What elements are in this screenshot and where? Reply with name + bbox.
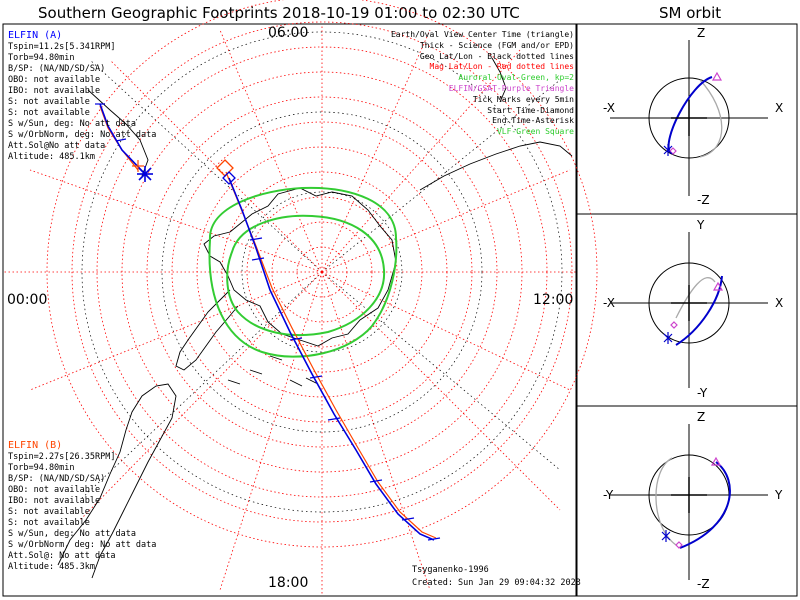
- elfin-a-name: ELFIN (A): [8, 30, 63, 41]
- legend-item: Start Time-Diamond: [487, 105, 574, 115]
- track-ticks: [95, 103, 441, 541]
- orbit-3-axis-left: -Y: [603, 488, 614, 502]
- orbit-1-axis-right: X: [775, 101, 784, 115]
- orbit-panel-2: [610, 232, 768, 388]
- end-asterisk-b: [132, 160, 144, 172]
- elfin-b-line: Torb=94.80min: [8, 463, 75, 473]
- elfin-a-track: [99, 103, 435, 541]
- legend-item: End Time-Asterisk: [492, 116, 574, 126]
- elfin-a-line: IBO: not available: [8, 86, 101, 96]
- orbit-1-axis-top: Z: [697, 26, 706, 40]
- mlt-label-top: 06:00: [268, 25, 309, 41]
- elfin-b-name: ELFIN (B): [8, 440, 63, 451]
- legend-item: Tick Marks every 5min: [472, 94, 574, 104]
- legend-item: Geo Lat/Lon - Black dotted lines: [419, 51, 574, 61]
- elfin-a-line: Altitude: 485.1km: [8, 152, 95, 162]
- orbit-2-axis-top: Y: [697, 218, 705, 232]
- orbit-panel-frame-3: [576, 405, 798, 597]
- new-zealand-coast: [491, 57, 507, 103]
- orbit-title: SM orbit: [659, 4, 722, 22]
- orbit-2-axis-left: -X: [603, 296, 615, 310]
- coastlines: [57, 57, 573, 579]
- map-legend: Earth/Oval View Center Time (triangle) T…: [391, 30, 574, 138]
- auroral-oval-outer: [208, 186, 398, 358]
- elfin-b-line: S: not available: [8, 518, 90, 528]
- elfin-a-info: ELFIN (A) Tspin=11.2s[5.341RPM] Torb=94.…: [8, 30, 156, 163]
- elfin-b-line: S w/Sun, deg: No att data: [8, 529, 136, 539]
- orbit-panel-frame-1: [576, 23, 798, 215]
- elfin-b-line: Tspin=2.27s[26.35RPM]: [8, 452, 116, 462]
- elfin-a-line: S w/OrbNorm, deg: No att data: [8, 130, 157, 140]
- orbit-2-axis-right: X: [775, 296, 784, 310]
- elfin-a-line: S: not available: [8, 97, 90, 107]
- elfin-a-line: Torb=94.80min: [8, 53, 75, 63]
- mag-grid: [3, 0, 598, 596]
- legend-item: ELFIN/GSAT-Purple Triangle: [448, 83, 574, 93]
- orbit-panel-1: [610, 40, 768, 196]
- orbit-3-axis-top: Z: [697, 410, 706, 424]
- auroral-oval-inner: [226, 214, 386, 337]
- orbit-1-axis-left: -X: [603, 101, 615, 115]
- mlt-label-left: 00:00: [7, 292, 48, 308]
- auroral-ovals: [208, 186, 398, 358]
- elfin-a-line: S: not available: [8, 108, 90, 118]
- elfin-b-info: ELFIN (B) Tspin=2.27s[26.35RPM] Torb=94.…: [8, 440, 156, 573]
- elfin-b-line: OBO: not available: [8, 485, 101, 495]
- antarctic-peninsula: [175, 289, 239, 371]
- elfin-b-line: S: not available: [8, 507, 90, 517]
- orbit-2-axis-bottom: -Y: [697, 386, 708, 400]
- elfin-b-line: B/SP: (NA/ND/SD/SA): [8, 474, 106, 484]
- orbit-panel-3: [610, 424, 768, 580]
- mlt-label-right: 12:00: [533, 292, 574, 308]
- start-diamond-a: [222, 171, 236, 185]
- legend-item: VLF-Green Square: [496, 127, 574, 137]
- orbit-3-axis-right: Y: [775, 488, 783, 502]
- islands: [227, 355, 319, 387]
- legend-item: Auroral Oval-Green, kp=2: [458, 73, 574, 83]
- elfin-b-line: Att.Sol@: No att data: [8, 551, 116, 561]
- elfin-a-line: S w/Sun, deg: No att data: [8, 119, 136, 129]
- africa-coast: [87, 89, 149, 177]
- elfin-b-line: IBO: not available: [8, 496, 101, 506]
- south-america-coast: [57, 383, 177, 579]
- mlt-label-bottom: 18:00: [268, 575, 309, 591]
- orbit-3-axis-bottom: -Z: [697, 577, 710, 591]
- orbit-1-axis-bottom: -Z: [697, 193, 710, 207]
- elfin-a-line: Tspin=11.2s[5.341RPM]: [8, 42, 116, 52]
- map-title: Southern Geographic Footprints 2018-10-1…: [38, 4, 520, 22]
- elfin-a-line: OBO: not available: [8, 75, 101, 85]
- elfin-a-line: B/SP: (NA/ND/SD/SA): [8, 64, 106, 74]
- legend-item: Mag Lat/Lon - Red dotted lines: [429, 62, 575, 72]
- legend-item: Earth/Oval View Center Time (triangle): [390, 30, 574, 39]
- elfin-b-line: S w/OrbNorm, deg: No att data: [8, 540, 157, 550]
- orbit-panel-frame-2: [576, 213, 798, 407]
- elfin-a-line: Att.Sol@No att data: [8, 141, 106, 151]
- legend-item: Thick - Science (FGM and/or EPD): [419, 40, 574, 50]
- created-timestamp: Created: Sun Jan 29 09:04:32 2023: [412, 578, 581, 588]
- australia-coast: [419, 141, 573, 191]
- model-credit: Tsyganenko-1996: [412, 565, 489, 575]
- end-asterisk-a: [137, 166, 153, 182]
- elfin-b-line: Altitude: 485.3km: [8, 562, 95, 572]
